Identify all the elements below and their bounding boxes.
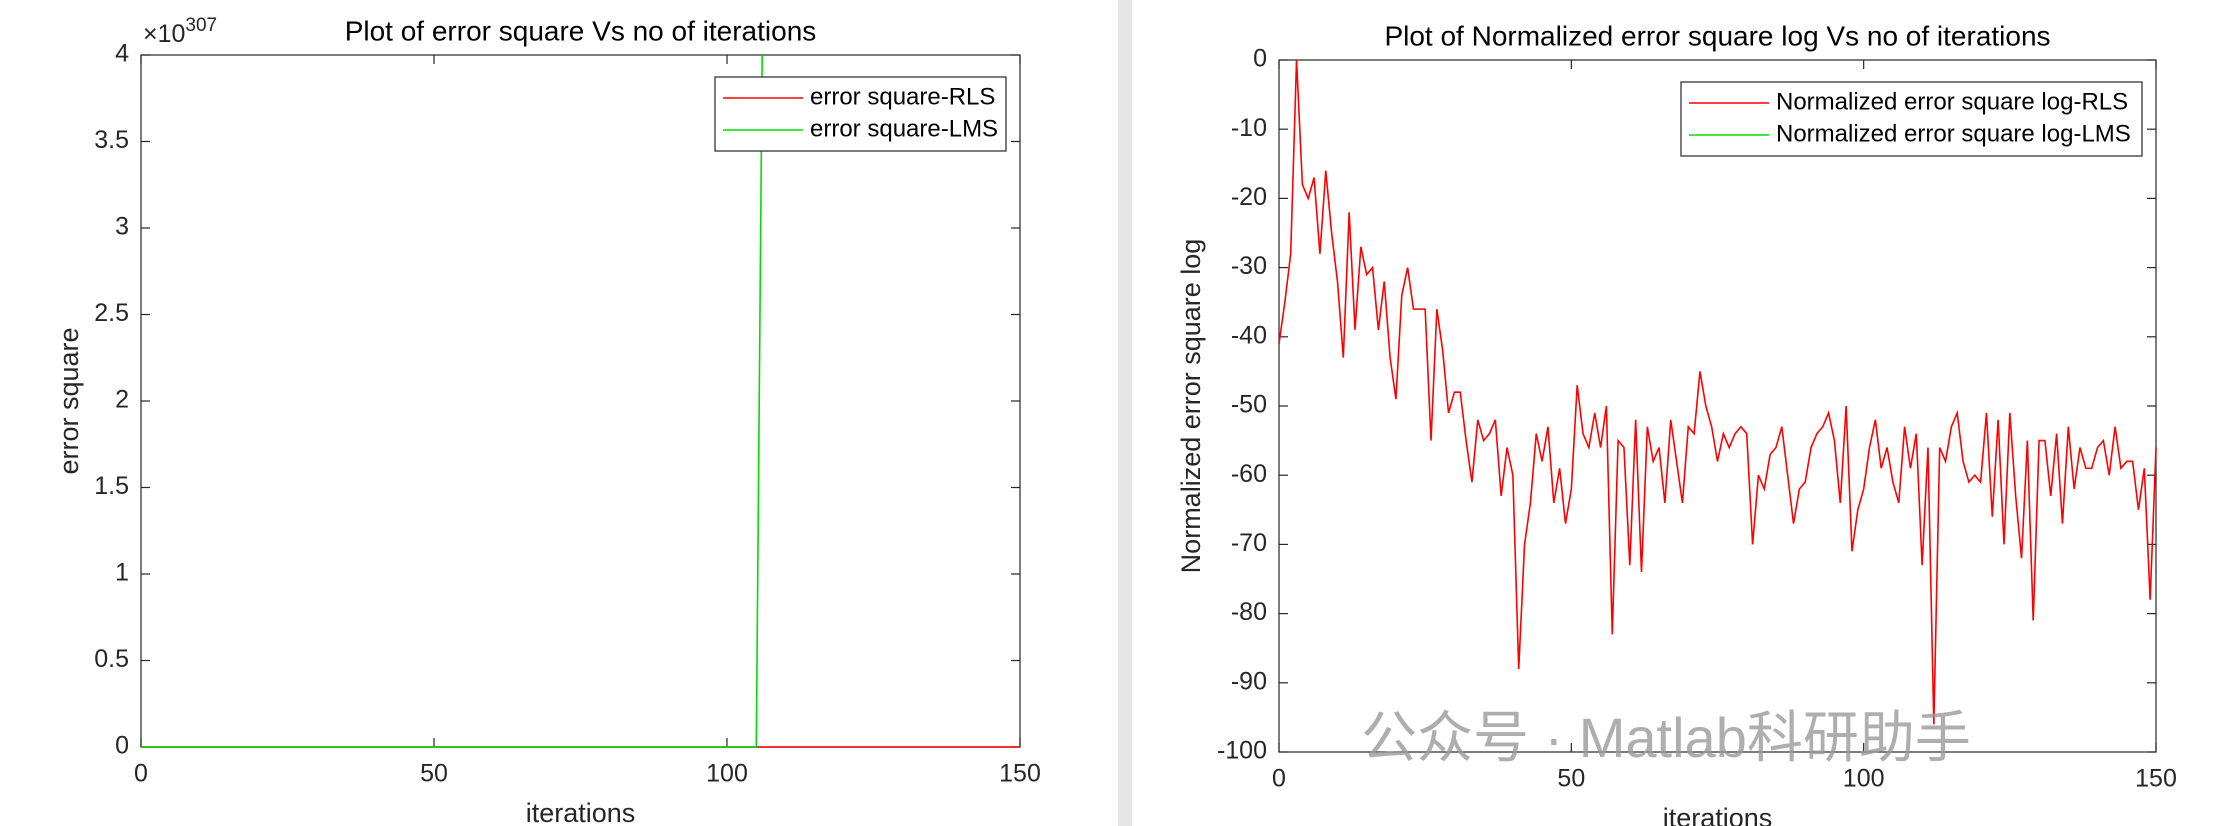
legend-label: Normalized error square log-LMS (1776, 120, 2131, 147)
chart-title: Plot of error square Vs no of iterations (345, 15, 817, 46)
multiplier-exponent: 307 (185, 15, 217, 36)
x-tick-label: 150 (999, 760, 1041, 788)
x-tick-label: 50 (420, 760, 448, 788)
y-axis-label: Normalized error square log (1176, 239, 1206, 574)
plot-area (1278, 59, 2157, 753)
y-multiplier: ×10307 (143, 15, 217, 48)
legend-box (1680, 81, 2143, 157)
x-tick-label: 150 (2135, 765, 2177, 793)
y-tick-label: -20 (1231, 183, 1267, 211)
y-tick-label: -100 (1217, 737, 1267, 765)
y-tick-label: -40 (1231, 321, 1267, 349)
chart-title: Plot of Normalized error square log Vs n… (1384, 20, 2050, 51)
y-tick-label: -90 (1231, 667, 1267, 695)
x-axis-label: iterations (1663, 803, 1773, 826)
multiplier-base: ×10 (143, 20, 185, 48)
legend-box (714, 76, 1007, 152)
window-divider (1118, 0, 1132, 826)
watermark: 公众号 · Matlab科研助手 (1361, 706, 1971, 769)
y-tick-label: -80 (1231, 598, 1267, 626)
y-tick-label: 1 (115, 559, 129, 587)
y-tick-label: 2.5 (94, 299, 129, 327)
x-tick-label: 100 (706, 760, 748, 788)
legend-label: error square-LMS (810, 115, 998, 142)
legend-label: Normalized error square log-RLS (1776, 88, 2128, 115)
y-tick-label: 4 (115, 40, 129, 68)
y-tick-label: 3.5 (94, 126, 129, 154)
plot-area (140, 54, 1021, 748)
y-tick-label: 3 (115, 213, 129, 241)
y-tick-label: -10 (1231, 114, 1267, 142)
y-tick-label: 2 (115, 386, 129, 414)
x-tick-label: 100 (1843, 765, 1885, 793)
x-tick-label: 50 (1557, 765, 1585, 793)
y-tick-label: 0.5 (94, 645, 129, 673)
y-tick-label: -60 (1231, 460, 1267, 488)
y-tick-label: -30 (1231, 252, 1267, 280)
y-tick-label: 1.5 (94, 472, 129, 500)
y-tick-label: 0 (115, 732, 129, 760)
y-tick-label: -70 (1231, 529, 1267, 557)
y-tick-label: -50 (1231, 391, 1267, 419)
x-tick-label: 0 (134, 760, 148, 788)
x-axis-label: iterations (526, 798, 636, 826)
y-tick-label: 0 (1253, 45, 1267, 73)
series-line (141, 54, 763, 748)
x-tick-label: 0 (1272, 765, 1286, 793)
series-line (1278, 59, 2157, 725)
legend-label: error square-RLS (810, 83, 995, 110)
y-axis-label: error square (54, 327, 84, 474)
